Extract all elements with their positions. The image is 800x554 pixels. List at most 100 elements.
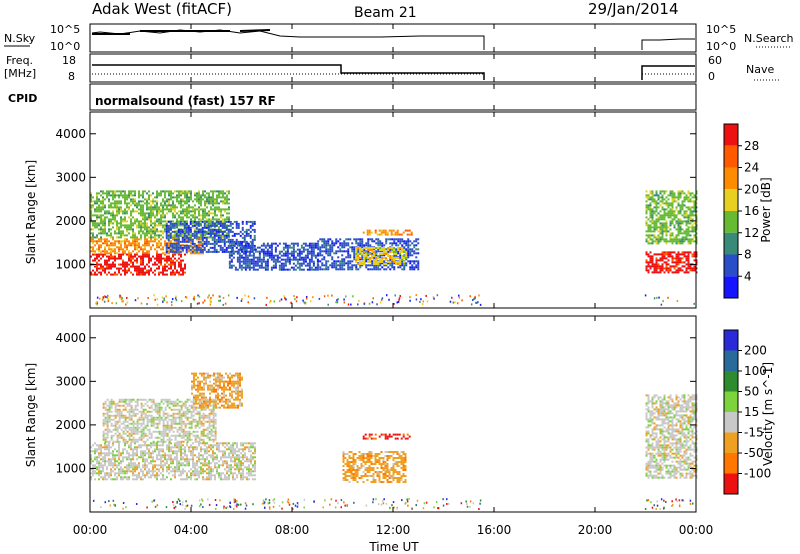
data-cell [118, 450, 120, 453]
data-cell [667, 226, 670, 229]
data-cell [168, 198, 170, 201]
data-cell [165, 226, 168, 229]
data-cell [170, 208, 172, 211]
data-cell [258, 264, 261, 267]
data-cell [180, 269, 182, 272]
data-cell [138, 194, 140, 197]
data-cell [367, 242, 370, 245]
data-cell [162, 200, 164, 203]
data-cell [100, 216, 102, 219]
data-cell [172, 450, 174, 453]
data-cell [214, 190, 216, 193]
data-cell [112, 192, 114, 195]
data-cell [371, 260, 374, 263]
data-cell [122, 224, 124, 227]
data-cell [230, 266, 233, 269]
data-cell [102, 196, 104, 199]
data-cell [172, 273, 174, 276]
data-cell [154, 208, 156, 211]
data-cell [667, 240, 670, 243]
data-cell [116, 232, 118, 235]
data-cell [669, 234, 672, 237]
data-cell [651, 194, 654, 197]
data-cell [387, 266, 390, 269]
data-cell [90, 255, 92, 258]
data-cell [94, 214, 96, 217]
data-cell [222, 456, 224, 459]
data-cell [224, 208, 226, 211]
data-cell [693, 253, 696, 256]
data-cell [132, 464, 134, 467]
data-cell [90, 208, 92, 211]
data-cell [683, 198, 686, 201]
data-cell [144, 222, 146, 225]
data-cell [198, 442, 200, 445]
data-cell [210, 476, 212, 479]
data-cell [114, 190, 116, 193]
data-cell [112, 261, 114, 264]
data-cell [377, 266, 380, 269]
data-cell [373, 263, 376, 266]
data-cell [144, 468, 146, 471]
data-cell [144, 228, 146, 231]
data-cell [329, 252, 332, 255]
data-cell [183, 232, 186, 235]
data-cell [164, 458, 166, 461]
data-cell [693, 240, 696, 243]
data-cell [100, 190, 102, 193]
data-cell [685, 220, 688, 223]
data-cell [226, 208, 228, 211]
data-cell [657, 216, 660, 219]
data-cell [148, 257, 150, 260]
data-cell [367, 249, 370, 252]
data-cell [203, 222, 206, 225]
data-cell [130, 261, 132, 264]
data-cell [243, 250, 246, 253]
data-cell [140, 468, 142, 471]
data-cell [224, 210, 226, 213]
data-cell [193, 232, 196, 235]
data-cell [148, 198, 150, 201]
data-cell [198, 444, 200, 447]
data-cell [100, 232, 102, 235]
data-cell [198, 252, 200, 255]
data-cell [120, 478, 122, 481]
data-cell [667, 198, 670, 201]
data-cell [185, 230, 188, 233]
data-cell [118, 452, 120, 455]
data-cell [140, 454, 142, 457]
data-cell [251, 222, 254, 225]
data-cell [100, 470, 102, 473]
data-cell [130, 242, 132, 245]
data-cell [200, 466, 202, 469]
data-cell [649, 234, 652, 237]
data-cell [138, 232, 140, 235]
data-cell [108, 452, 110, 455]
data-cell [252, 256, 255, 259]
data-cell [236, 268, 239, 271]
power-ylabel: Slant Range [km] [24, 160, 38, 264]
data-cell [162, 246, 164, 249]
data-cell [200, 442, 202, 445]
data-cell [331, 256, 334, 259]
data-cell [268, 250, 271, 253]
data-cell [124, 200, 126, 203]
data-cell [687, 255, 690, 258]
data-cell [325, 244, 328, 247]
data-cell [383, 260, 386, 263]
data-cell [225, 224, 228, 227]
data-cell [381, 244, 384, 247]
data-cell [168, 259, 170, 262]
data-cell [689, 210, 692, 213]
data-cell [270, 244, 273, 247]
data-cell [352, 295, 354, 298]
data-cell [206, 224, 208, 227]
data-cell [181, 222, 184, 225]
data-cell [120, 263, 122, 266]
data-cell [183, 234, 186, 237]
data-cell [184, 200, 186, 203]
data-cell [138, 265, 140, 268]
data-cell [254, 262, 257, 265]
data-cell [168, 454, 170, 457]
data-cell [394, 294, 396, 297]
